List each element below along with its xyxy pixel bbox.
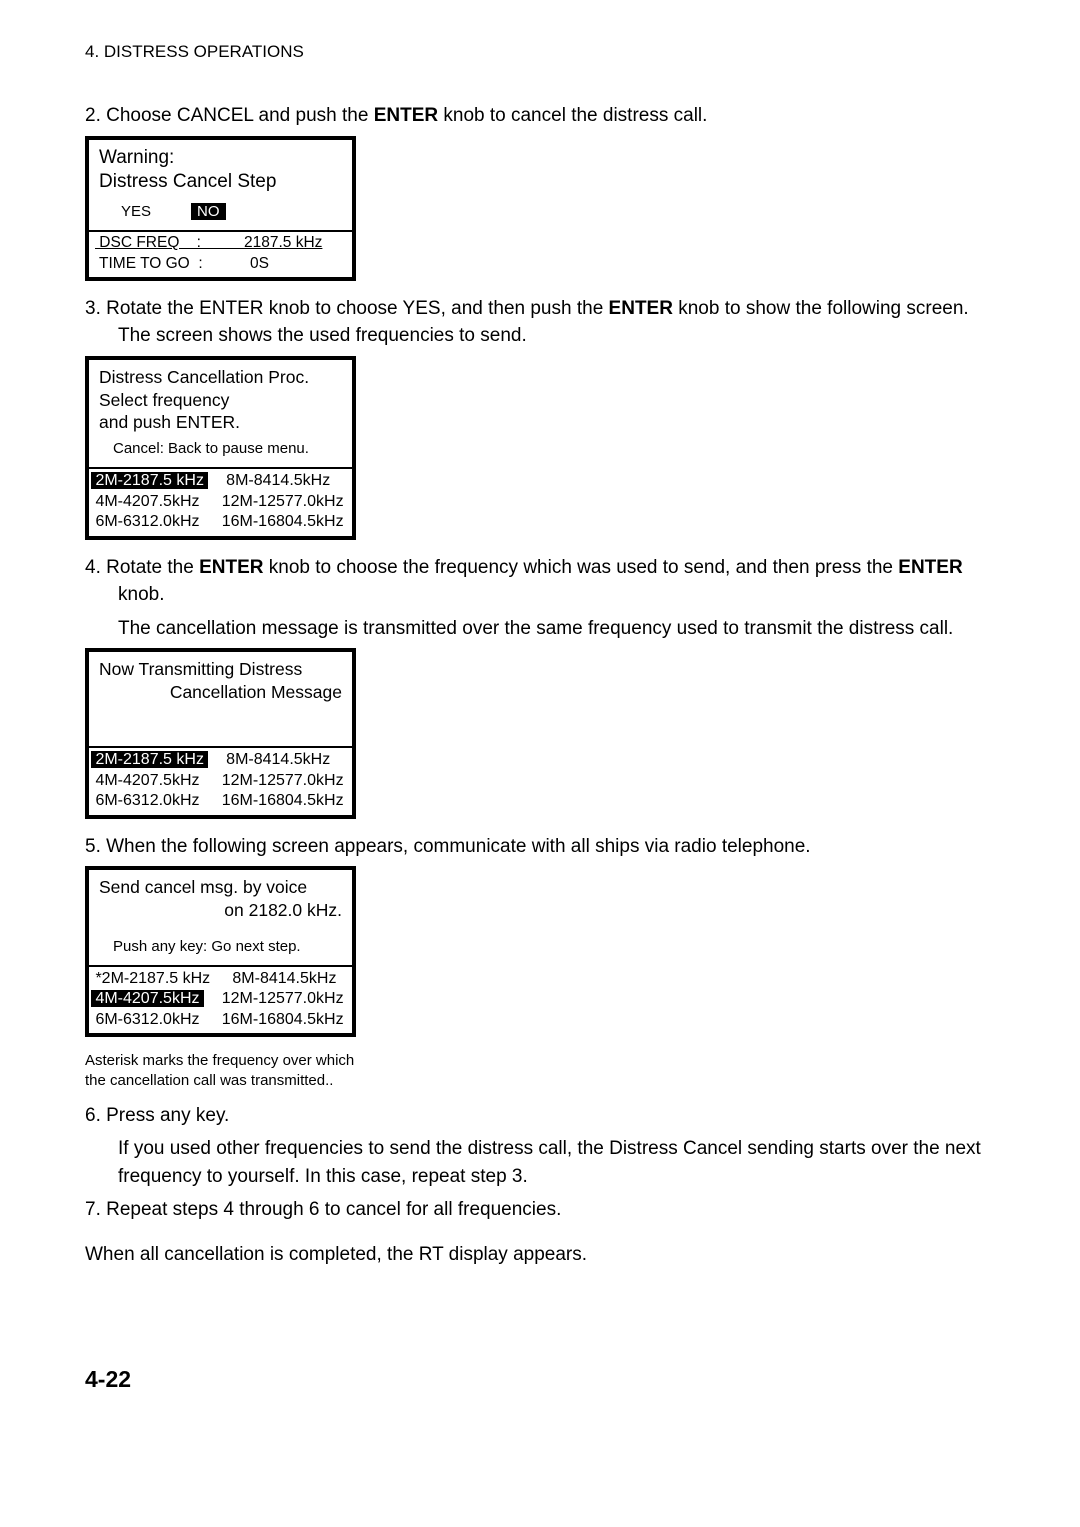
tx-freq-2m-selected: 2M-2187.5 kHz <box>91 751 208 768</box>
dsc-freq-row: DSC FREQ : 2187.5 kHz <box>89 232 352 254</box>
step4-bold2: ENTER <box>898 557 962 578</box>
step2-text1: 2. Choose CANCEL and push the <box>85 105 374 126</box>
push-note: Push any key: Go next step. <box>99 922 342 959</box>
step4-text3: knob. <box>118 584 164 605</box>
proc-line3: and push ENTER. <box>99 411 342 434</box>
cancel-note: Cancel: Back to pause menu. <box>99 434 342 461</box>
send-screen: Send cancel msg. by voice on 2182.0 kHz.… <box>85 866 356 1037</box>
send-line1: Send cancel msg. by voice <box>99 876 342 899</box>
tx-line1: Now Transmitting Distress <box>99 658 342 681</box>
asterisk-line2: the cancellation call was transmitted.. <box>85 1071 995 1091</box>
freq-row3[interactable]: 6M-6312.0kHz 16M-16804.5kHz <box>91 512 350 532</box>
tx-line2: Cancellation Message <box>99 681 342 704</box>
step4-text2: knob to choose the frequency which was u… <box>263 557 898 578</box>
warning-line1: Warning: <box>99 146 342 171</box>
step-5: 5. When the following screen appears, co… <box>85 833 995 861</box>
freq-table-tx: 2M-2187.5 kHz 8M-8414.5kHz 4M-4207.5kHz … <box>89 748 352 814</box>
step-4: 4. Rotate the ENTER knob to choose the f… <box>85 554 995 609</box>
tx-freq-row2: 4M-4207.5kHz 12M-12577.0kHz <box>91 771 350 791</box>
step-3: 3. Rotate the ENTER knob to choose YES, … <box>85 295 995 350</box>
freq-row2[interactable]: 4M-4207.5kHz 12M-12577.0kHz <box>91 492 350 512</box>
step6-body: If you used other frequencies to send th… <box>85 1135 995 1190</box>
no-option-selected[interactable]: NO <box>191 203 226 220</box>
tx-freq-row3: 6M-6312.0kHz 16M-16804.5kHz <box>91 791 350 811</box>
asterisk-note: Asterisk marks the frequency over which … <box>85 1051 995 1092</box>
send-line2: on 2182.0 kHz. <box>99 899 342 922</box>
freq-8m[interactable]: 8M-8414.5kHz <box>208 472 330 489</box>
send-freq-row1: *2M-2187.5 kHz 8M-8414.5kHz <box>91 969 350 989</box>
proc-line2: Select frequency <box>99 389 342 412</box>
step4-text1: 4. Rotate the <box>85 557 199 578</box>
send-freq-12m: 12M-12577.0kHz <box>204 990 344 1007</box>
time-to-go-row: TIME TO GO : 0S <box>89 254 352 277</box>
proc-line1: Distress Cancellation Proc. <box>99 366 342 389</box>
step2-text2: knob to cancel the distress call. <box>438 105 707 126</box>
asterisk-line1: Asterisk marks the frequency over which <box>85 1051 995 1071</box>
document-page: 4. DISTRESS OPERATIONS 2. Choose CANCEL … <box>0 0 1080 1453</box>
proc-screen: Distress Cancellation Proc. Select frequ… <box>85 356 356 540</box>
step3-bold: ENTER <box>609 298 673 319</box>
yes-option[interactable]: YES <box>121 203 151 220</box>
step-2: 2. Choose CANCEL and push the ENTER knob… <box>85 102 995 130</box>
freq-table-proc: 2M-2187.5 kHz 8M-8414.5kHz 4M-4207.5kHz … <box>89 469 352 535</box>
warning-line2: Distress Cancel Step <box>99 170 342 195</box>
tx-freq-8m: 8M-8414.5kHz <box>208 751 330 768</box>
freq-table-send: *2M-2187.5 kHz 8M-8414.5kHz 4M-4207.5kHz… <box>89 967 352 1033</box>
warning-screen: Warning: Distress Cancel Step YES NO DSC… <box>85 136 356 281</box>
send-freq-row3: 6M-6312.0kHz 16M-16804.5kHz <box>91 1010 350 1030</box>
step-6: 6. Press any key. <box>85 1102 995 1130</box>
step4-bold1: ENTER <box>199 557 263 578</box>
freq-2m-selected[interactable]: 2M-2187.5 kHz <box>91 472 208 489</box>
tx-screen: Now Transmitting Distress Cancellation M… <box>85 648 356 818</box>
step4-body: The cancellation message is transmitted … <box>85 615 995 643</box>
step2-bold: ENTER <box>374 105 438 126</box>
step-7: 7. Repeat steps 4 through 6 to cancel fo… <box>85 1196 995 1224</box>
send-freq-4m-selected: 4M-4207.5kHz <box>91 990 204 1007</box>
section-header: 4. DISTRESS OPERATIONS <box>85 42 995 62</box>
final-paragraph: When all cancellation is completed, the … <box>85 1244 995 1266</box>
step3-text1: 3. Rotate the ENTER knob to choose YES, … <box>85 298 609 319</box>
page-number: 4-22 <box>85 1366 995 1393</box>
